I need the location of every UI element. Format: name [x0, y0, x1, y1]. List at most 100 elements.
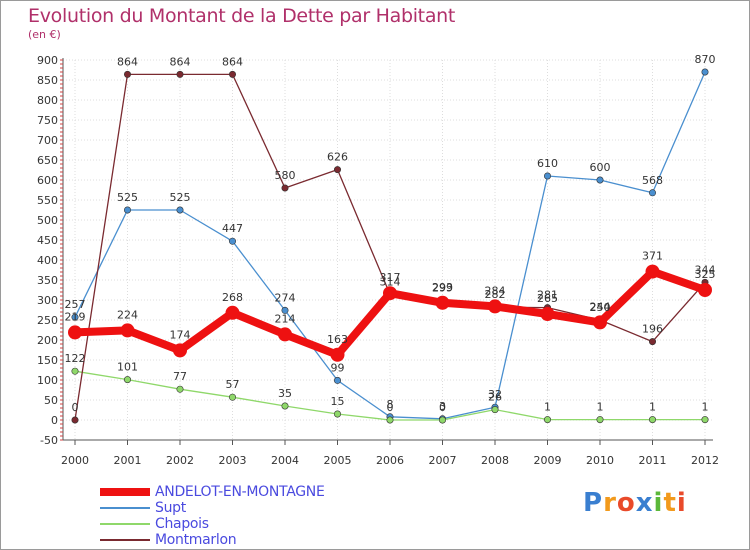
data-point: [435, 295, 450, 310]
legend-label: Montmarlon: [155, 532, 237, 548]
data-point: [543, 172, 551, 180]
data-point: [383, 286, 397, 301]
y-tick-label: 850: [37, 74, 58, 87]
logo-letter: t: [663, 488, 677, 518]
data-point: [540, 307, 555, 321]
y-tick-label: 0: [51, 414, 58, 427]
data-label: 0: [439, 401, 446, 414]
data-point: [333, 376, 341, 384]
data-label: 281: [537, 289, 558, 302]
data-point: [698, 283, 712, 297]
x-tick-label: 2005: [324, 454, 352, 467]
data-label: 864: [170, 55, 191, 68]
data-label: 8: [387, 398, 394, 411]
data-point: [278, 327, 292, 342]
data-point: [176, 70, 184, 78]
data-point: [333, 166, 341, 174]
y-tick-label: 500: [37, 214, 58, 227]
data-label: 299: [432, 281, 453, 294]
data-point: [120, 323, 135, 338]
data-label: 325: [695, 268, 716, 281]
data-label: 219: [65, 310, 86, 323]
logo-letter: o: [616, 488, 636, 518]
data-label: 257: [65, 298, 86, 311]
data-label: 447: [222, 222, 243, 235]
data-label: 174: [170, 328, 191, 341]
y-tick-label: 600: [37, 174, 58, 187]
data-point: [386, 416, 394, 424]
data-label: 870: [695, 53, 716, 66]
data-point: [281, 184, 289, 192]
x-tick-label: 2010: [586, 454, 614, 467]
legend-swatch: [100, 488, 150, 496]
data-label: 525: [170, 191, 191, 204]
axes: -500501001502002503003504004505005506006…: [37, 54, 719, 467]
data-label: 99: [331, 361, 345, 374]
data-point: [225, 305, 240, 320]
logo-letter: P: [583, 488, 604, 518]
data-label: 224: [117, 308, 138, 321]
data-point: [281, 306, 289, 314]
legend-swatch: [100, 523, 150, 525]
data-label: 196: [642, 323, 663, 336]
data-point: [488, 299, 502, 314]
data-point: [281, 402, 289, 410]
data-label: 600: [590, 161, 611, 174]
legend-swatch: [100, 507, 150, 509]
legend-label: ANDELOT-EN-MONTAGNE: [155, 484, 325, 500]
y-tick-label: 300: [37, 294, 58, 307]
data-label: 163: [327, 333, 348, 346]
data-label: 214: [275, 312, 296, 325]
proxiti-logo: Proxiti: [583, 488, 687, 518]
data-point: [330, 347, 345, 362]
data-point: [176, 206, 184, 214]
x-tick-label: 2002: [166, 454, 194, 467]
data-label: 284: [485, 284, 506, 297]
data-label: 525: [117, 191, 138, 204]
data-point: [648, 416, 656, 424]
data-label: 57: [226, 378, 240, 391]
x-tick-label: 2008: [481, 454, 509, 467]
data-label: 314: [380, 275, 401, 288]
data-point: [701, 416, 709, 424]
data-point: [229, 237, 237, 245]
data-label: 344: [695, 263, 716, 276]
x-tick-label: 2009: [534, 454, 562, 467]
legend-label: Chapois: [155, 516, 209, 532]
data-label: 371: [642, 250, 663, 263]
data-point: [68, 325, 82, 340]
y-tick-label: 450: [37, 234, 58, 247]
y-tick-label: 800: [37, 94, 58, 107]
data-point: [645, 264, 660, 279]
data-label: 274: [275, 291, 296, 304]
data-point: [176, 385, 184, 393]
y-tick-label: 550: [37, 194, 58, 207]
data-point: [124, 206, 132, 214]
y-tick-label: -50: [40, 434, 58, 447]
data-point: [596, 176, 604, 184]
y-tick-label: 900: [37, 54, 58, 67]
y-tick-label: 650: [37, 154, 58, 167]
data-label: 1: [544, 401, 551, 414]
data-label: 864: [222, 55, 243, 68]
data-point: [173, 343, 187, 358]
logo-letter: i: [676, 488, 687, 518]
logo-letter: r: [603, 488, 617, 518]
data-point: [124, 70, 132, 78]
data-label: 35: [278, 387, 292, 400]
logo-letter: i: [653, 488, 664, 518]
data-point: [543, 416, 551, 424]
data-point: [438, 416, 446, 424]
x-tick-label: 2000: [61, 454, 89, 467]
data-label: 1: [597, 401, 604, 414]
x-tick-label: 2004: [271, 454, 299, 467]
data-point: [71, 313, 79, 321]
data-point: [71, 416, 79, 424]
y-tick-label: 50: [44, 394, 58, 407]
data-label: 77: [173, 370, 187, 383]
data-label: 293: [432, 281, 453, 294]
x-tick-label: 2003: [219, 454, 247, 467]
y-tick-label: 400: [37, 254, 58, 267]
